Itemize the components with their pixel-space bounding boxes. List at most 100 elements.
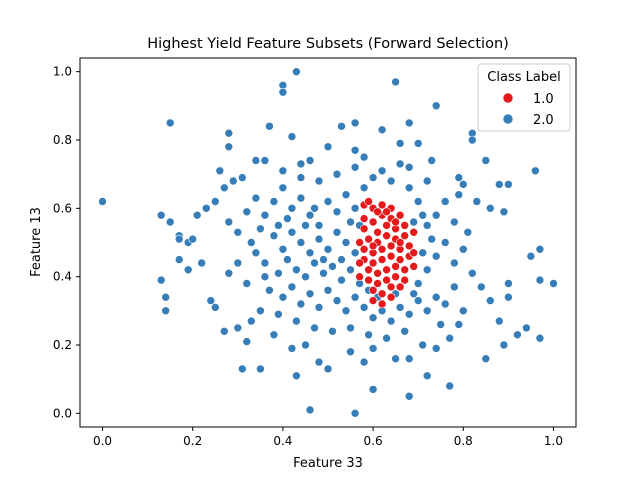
point-2.0-16 xyxy=(377,125,387,135)
point-1.0-46 xyxy=(377,299,387,309)
point-2.0-39 xyxy=(233,323,243,333)
point-1.0-11 xyxy=(382,221,391,230)
point-2.0-91 xyxy=(256,306,265,316)
point-2.0-45 xyxy=(350,408,360,418)
point-2.0-66 xyxy=(494,180,504,189)
point-2.0-116 xyxy=(332,207,342,217)
point-2.0-148 xyxy=(341,306,351,316)
point-2.0-123 xyxy=(296,238,306,247)
point-2.0-82 xyxy=(229,176,238,186)
point-1.0-34 xyxy=(382,265,391,275)
x-tick-label-3: 0.6 xyxy=(364,434,383,448)
point-2.0-143 xyxy=(296,299,306,309)
point-2.0-96 xyxy=(314,357,324,367)
point-1.0-27 xyxy=(368,258,378,268)
point-1.0-44 xyxy=(395,282,405,292)
point-2.0-40 xyxy=(238,364,247,374)
point-2.0-35 xyxy=(202,204,211,213)
point-1.0-50 xyxy=(355,272,364,282)
point-1.0-28 xyxy=(377,255,387,264)
axes-frame xyxy=(79,57,577,428)
point-2.0-155 xyxy=(404,309,414,319)
point-2.0-8 xyxy=(337,122,346,131)
point-1.0-19 xyxy=(409,228,419,237)
point-1.0-23 xyxy=(386,241,396,251)
legend-marker-1.0 xyxy=(502,92,514,104)
point-2.0-34 xyxy=(192,210,202,220)
point-1.0-32 xyxy=(364,265,373,275)
point-2.0-179 xyxy=(278,166,288,176)
point-2.0-194 xyxy=(449,282,459,292)
y-axis-label: Feature 13 xyxy=(29,207,44,277)
point-1.0-10 xyxy=(373,228,382,237)
point-2.0-92 xyxy=(247,316,256,326)
point-2.0-178 xyxy=(296,173,306,182)
point-2.0-4 xyxy=(391,77,400,87)
point-2.0-100 xyxy=(368,344,378,353)
point-2.0-153 xyxy=(386,316,396,326)
legend-marker-2.0 xyxy=(502,113,514,125)
point-1.0-16 xyxy=(382,231,391,240)
point-2.0-79 xyxy=(305,156,315,165)
point-2.0-213 xyxy=(346,217,355,227)
point-2.0-111 xyxy=(287,204,297,213)
point-2.0-151 xyxy=(368,313,378,323)
point-2.0-93 xyxy=(269,330,279,340)
point-2.0-109 xyxy=(269,197,279,206)
point-2.0-135 xyxy=(310,258,319,268)
point-1.0-53 xyxy=(400,275,410,285)
x-tick-label-0: 0.0 xyxy=(93,434,112,448)
point-2.0-118 xyxy=(350,204,360,213)
point-2.0-52 xyxy=(513,330,522,340)
point-2.0-208 xyxy=(418,248,428,258)
x-axis-label: Feature 33 xyxy=(293,456,363,471)
point-1.0-58 xyxy=(368,241,378,251)
point-2.0-25 xyxy=(156,210,166,220)
point-2.0-99 xyxy=(359,357,369,367)
point-2.0-137 xyxy=(328,262,337,271)
point-2.0-191 xyxy=(382,333,391,343)
point-2.0-106 xyxy=(454,320,464,329)
point-2.0-129 xyxy=(350,248,360,258)
point-2.0-162 xyxy=(431,251,441,261)
point-2.0-170 xyxy=(413,197,423,206)
point-1.0-37 xyxy=(364,275,373,285)
point-2.0-53 xyxy=(522,323,531,333)
point-2.0-127 xyxy=(332,228,342,237)
point-2.0-98 xyxy=(346,347,355,357)
y-tick-label-0: 0.0 xyxy=(53,406,72,420)
point-2.0-122 xyxy=(287,228,297,237)
point-1.0-5 xyxy=(368,217,378,227)
legend-entries: 1.02.0 xyxy=(502,92,554,128)
point-2.0-108 xyxy=(260,210,270,220)
point-1.0-33 xyxy=(373,268,382,278)
point-2.0-196 xyxy=(454,190,464,199)
point-1.0-43 xyxy=(386,282,396,292)
point-2.0-180 xyxy=(251,193,261,203)
legend-box xyxy=(477,63,571,132)
point-2.0-184 xyxy=(260,272,270,282)
point-2.0-94 xyxy=(287,344,297,353)
point-2.0-74 xyxy=(427,156,437,165)
point-2.0-173 xyxy=(386,176,396,186)
point-2.0-62 xyxy=(485,296,495,305)
point-2.0-71 xyxy=(458,180,468,189)
point-1.0-22 xyxy=(377,245,387,254)
point-2.0-172 xyxy=(422,176,432,186)
point-1.0-47 xyxy=(386,292,396,302)
point-2.0-207 xyxy=(409,289,419,299)
point-2.0-181 xyxy=(242,207,252,217)
point-2.0-5 xyxy=(165,118,175,128)
point-2.0-133 xyxy=(292,265,301,275)
point-1.0-48 xyxy=(355,238,364,247)
point-2.0-177 xyxy=(314,176,324,186)
point-2.0-11 xyxy=(431,101,441,111)
point-2.0-119 xyxy=(359,183,369,193)
point-2.0-209 xyxy=(427,234,437,244)
x-tick-label-1: 0.2 xyxy=(183,434,202,448)
point-2.0-87 xyxy=(247,238,256,247)
point-1.0-54 xyxy=(373,207,382,217)
point-2.0-56 xyxy=(535,275,545,285)
point-2.0-58 xyxy=(535,245,545,254)
point-2.0-200 xyxy=(310,204,319,213)
